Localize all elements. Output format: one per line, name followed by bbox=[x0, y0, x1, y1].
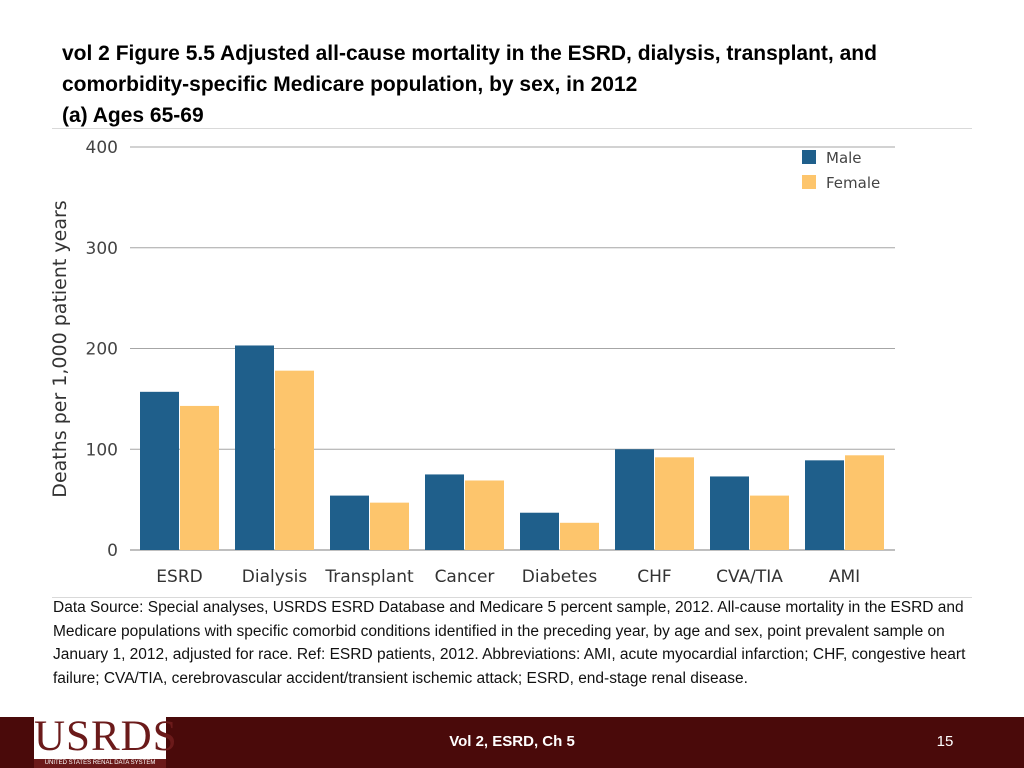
bar-esrd-male bbox=[140, 391, 179, 550]
bar-diabetes-male bbox=[520, 512, 559, 550]
legend-male-label: Male bbox=[826, 149, 862, 167]
x-tick-cancer: Cancer bbox=[435, 567, 495, 587]
x-tick-esrd: ESRD bbox=[156, 567, 202, 587]
bar-dialysis-female bbox=[275, 370, 314, 550]
legend-male-swatch bbox=[802, 150, 816, 164]
footer-volume-label: Vol 2, ESRD, Ch 5 bbox=[449, 733, 575, 750]
figure-title: vol 2 Figure 5.5 Adjusted all-cause mort… bbox=[62, 38, 982, 131]
title-divider bbox=[52, 128, 972, 129]
bar-chart: 0 100 200 300 400 ESRD Dialysis Transplant Canc… bbox=[49, 138, 895, 587]
y-tick-labels: 0 100 200 300 400 bbox=[86, 138, 118, 561]
y-axis-label: Deaths per 1,000 patient years bbox=[49, 200, 71, 497]
y-tick-0: 0 bbox=[107, 541, 118, 561]
legend-female-label: Female bbox=[826, 174, 880, 192]
y-tick-400: 400 bbox=[86, 138, 118, 158]
bar-transplant-male bbox=[330, 495, 369, 550]
bar-cancer-male bbox=[425, 474, 464, 550]
bar-esrd-female bbox=[180, 405, 219, 550]
y-tick-200: 200 bbox=[86, 340, 118, 360]
page-number: 15 bbox=[936, 733, 954, 750]
footer-bar bbox=[0, 717, 1024, 768]
legend: Male Female bbox=[802, 149, 880, 192]
x-tick-transplant: Transplant bbox=[324, 567, 414, 587]
bar-ami-female bbox=[845, 455, 884, 550]
bar-chf-male bbox=[615, 449, 654, 550]
y-tick-300: 300 bbox=[86, 239, 118, 259]
y-tick-100: 100 bbox=[86, 440, 118, 460]
bar-diabetes-female bbox=[560, 522, 599, 550]
x-tick-dialysis: Dialysis bbox=[242, 567, 308, 587]
bar-cancer-female bbox=[465, 480, 504, 550]
bars bbox=[140, 345, 884, 550]
title-line-1: vol 2 Figure 5.5 Adjusted all-cause mort… bbox=[62, 42, 877, 65]
x-tick-labels: ESRD Dialysis Transplant Cancer Diabetes CHF C… bbox=[156, 567, 860, 587]
x-tick-diabetes: Diabetes bbox=[522, 567, 598, 587]
bar-ami-male bbox=[805, 460, 844, 550]
data-source-note: Data Source: Special analyses, USRDS ESR… bbox=[53, 599, 966, 687]
bar-cva-tia-female bbox=[750, 495, 789, 550]
title-line-2: comorbidity-specific Medicare population… bbox=[62, 73, 638, 96]
bar-dialysis-male bbox=[235, 345, 274, 550]
x-tick-ami: AMI bbox=[829, 567, 860, 587]
bar-cva-tia-male bbox=[710, 476, 749, 550]
usrds-logo: USRDS UNITED STATES RENAL DATA SYSTEM bbox=[34, 713, 178, 768]
bar-transplant-female bbox=[370, 502, 409, 550]
legend-female-swatch bbox=[802, 175, 816, 189]
logo-wordmark: USRDS bbox=[34, 713, 178, 760]
bar-chf-female bbox=[655, 457, 694, 550]
x-tick-chf: CHF bbox=[637, 567, 671, 587]
logo-subtitle: UNITED STATES RENAL DATA SYSTEM bbox=[34, 759, 166, 768]
title-line-3: (a) Ages 65-69 bbox=[62, 104, 204, 127]
source-divider bbox=[52, 597, 972, 598]
x-tick-cva-tia: CVA/TIA bbox=[716, 567, 783, 587]
